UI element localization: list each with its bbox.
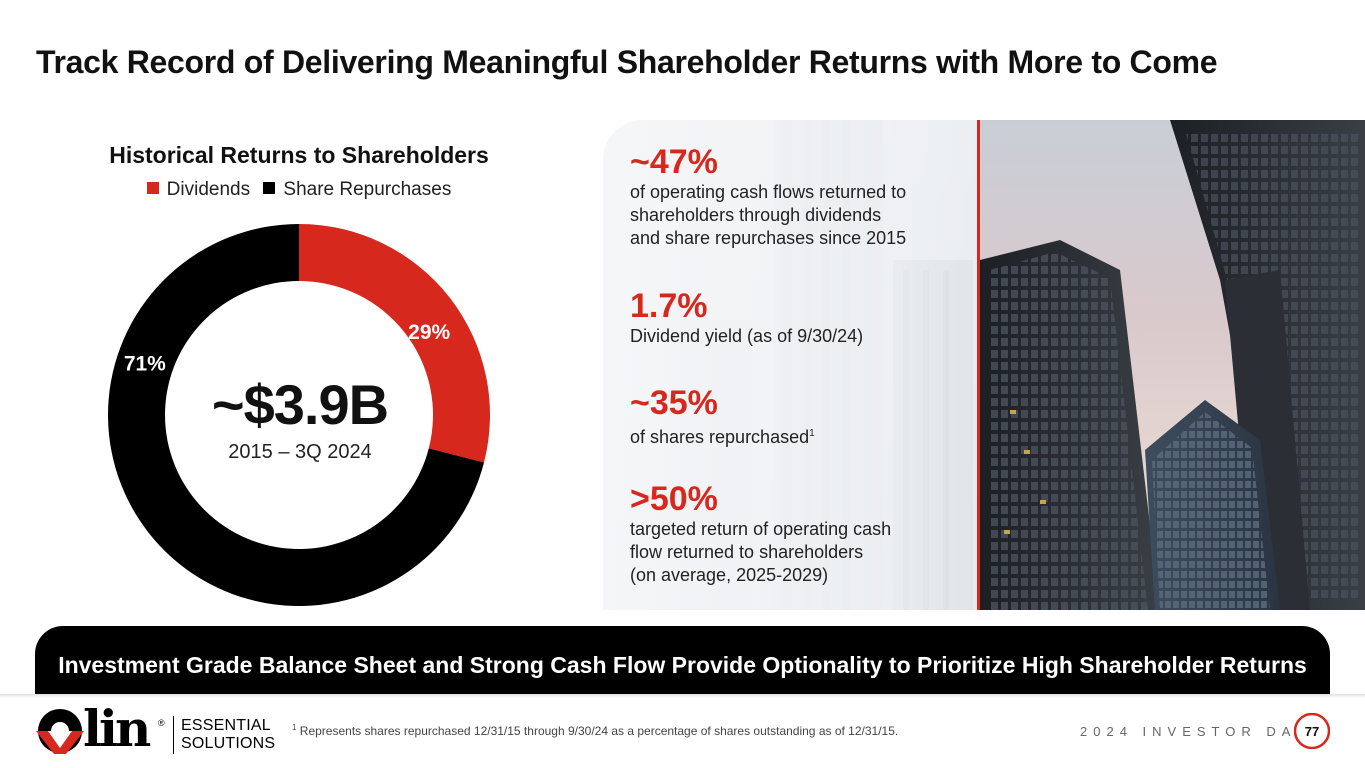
stat-operating-cash-flows: ~47% of operating cash flows returned to… bbox=[630, 143, 906, 250]
buildings-image bbox=[980, 120, 1365, 610]
legend-swatch-dividends bbox=[146, 182, 159, 195]
legend-swatch-share-repurchases bbox=[263, 182, 276, 195]
stat-value: ~35% bbox=[630, 384, 718, 422]
panel-divider bbox=[977, 120, 980, 610]
stat-value: ~47% bbox=[630, 143, 718, 181]
footnote-text: Represents shares repurchased 12/31/15 t… bbox=[299, 724, 899, 738]
footnote-marker: 1 bbox=[809, 428, 815, 439]
stat-description: of shares repurchased1 bbox=[630, 422, 815, 449]
logo-tagline: ESSENTIAL SOLUTIONS bbox=[181, 717, 275, 753]
chart-legend: Dividends Share Repurchases bbox=[0, 179, 598, 201]
stat-value: >50% bbox=[630, 480, 718, 518]
city-buildings-photo bbox=[980, 120, 1365, 610]
legend-label-share-repurchases: Share Repurchases bbox=[283, 179, 452, 200]
footnote: 1 Represents shares repurchased 12/31/15… bbox=[292, 723, 898, 738]
legend-label-dividends: Dividends bbox=[166, 179, 251, 200]
panel-fade-overlay bbox=[603, 120, 978, 610]
legend-item-share-repurchases: Share Repurchases bbox=[263, 179, 451, 201]
stat-description: of operating cash flows returned to shar… bbox=[630, 182, 907, 248]
logo-registered-mark: ® bbox=[158, 718, 165, 728]
banner: Investment Grade Balance Sheet and Stron… bbox=[35, 626, 1330, 694]
logo-wordmark: lin bbox=[83, 699, 151, 758]
page-number-badge: 77 bbox=[1294, 713, 1330, 749]
donut-data-label-dividends: 29% bbox=[408, 321, 450, 344]
donut-slice-share-repurchases bbox=[108, 224, 484, 606]
donut-slice-dividends bbox=[299, 224, 491, 463]
logo-tagline-line-1: ESSENTIAL bbox=[181, 717, 271, 734]
stat-description-text: of shares repurchased bbox=[630, 427, 810, 447]
donut-data-label-share-repurchases: 71% bbox=[124, 353, 166, 376]
stat-description: Dividend yield (as of 9/30/24) bbox=[630, 326, 864, 346]
olin-logo-icon bbox=[36, 709, 84, 754]
banner-text: Investment Grade Balance Sheet and Stron… bbox=[58, 652, 1307, 678]
stat-dividend-yield: 1.7% Dividend yield (as of 9/30/24) bbox=[630, 287, 863, 348]
banner-shadow bbox=[0, 694, 1365, 698]
stat-shares-repurchased: ~35% of shares repurchased1 bbox=[630, 384, 815, 449]
page-title: Track Record of Delivering Meaningful Sh… bbox=[36, 44, 1218, 80]
stat-description: targeted return of operating cash flow r… bbox=[630, 519, 892, 585]
donut-chart: 29% 71% bbox=[108, 224, 491, 606]
footnote-marker: 1 bbox=[292, 723, 297, 732]
stat-value: 1.7% bbox=[630, 287, 708, 325]
chart-title: Historical Returns to Shareholders bbox=[109, 142, 489, 168]
donut-center-label: 2015 – 3Q 2024 bbox=[228, 441, 372, 463]
donut-center-value: ~$3.9B bbox=[211, 373, 389, 436]
page-number: 77 bbox=[1305, 724, 1319, 739]
event-name: 2024 INVESTOR DAY bbox=[1080, 724, 1311, 739]
legend-item-dividends: Dividends bbox=[146, 179, 251, 201]
logo-tagline-line-2: SOLUTIONS bbox=[181, 735, 276, 752]
stat-targeted-return: >50% targeted return of operating cash f… bbox=[630, 480, 891, 587]
logo-separator bbox=[173, 716, 174, 754]
